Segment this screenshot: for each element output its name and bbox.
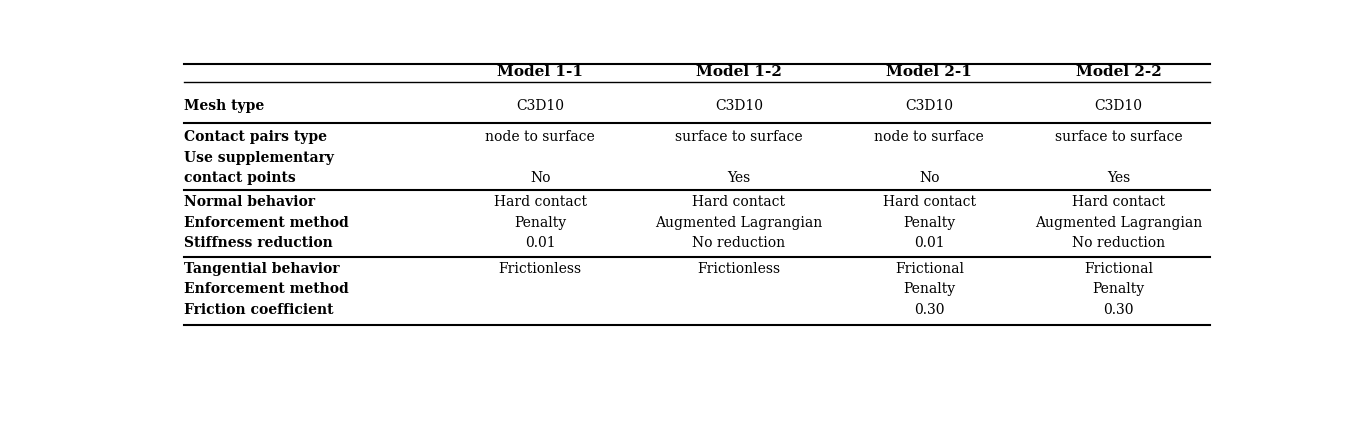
Text: Enforcement method: Enforcement method	[185, 215, 350, 230]
Text: Contact pairs type: Contact pairs type	[185, 130, 328, 144]
Text: Penalty: Penalty	[514, 215, 566, 230]
Text: Penalty: Penalty	[903, 282, 956, 296]
Text: Yes: Yes	[728, 171, 751, 185]
Text: Stiffness reduction: Stiffness reduction	[185, 236, 333, 250]
Text: Frictionless: Frictionless	[498, 262, 582, 276]
Text: Yes: Yes	[1107, 171, 1130, 185]
Text: 0.30: 0.30	[914, 303, 945, 317]
Text: contact points: contact points	[185, 171, 296, 185]
Text: Model 2-1: Model 2-1	[887, 65, 972, 79]
Text: Use supplementary: Use supplementary	[185, 151, 335, 165]
Text: 0.01: 0.01	[525, 236, 555, 250]
Text: C3D10: C3D10	[1095, 99, 1142, 113]
Text: Penalty: Penalty	[903, 215, 956, 230]
Text: C3D10: C3D10	[516, 99, 564, 113]
Text: No: No	[531, 171, 551, 185]
Text: surface to surface: surface to surface	[1054, 130, 1183, 144]
Text: Model 1-2: Model 1-2	[697, 65, 782, 79]
Text: No reduction: No reduction	[693, 236, 786, 250]
Text: node to surface: node to surface	[485, 130, 595, 144]
Text: Friction coefficient: Friction coefficient	[185, 303, 333, 317]
Text: No reduction: No reduction	[1072, 236, 1165, 250]
Text: Hard contact: Hard contact	[693, 195, 786, 209]
Text: Frictional: Frictional	[1084, 262, 1153, 276]
Text: Mesh type: Mesh type	[185, 99, 265, 113]
Text: C3D10: C3D10	[716, 99, 763, 113]
Text: Hard contact: Hard contact	[494, 195, 587, 209]
Text: Hard contact: Hard contact	[1072, 195, 1165, 209]
Text: Enforcement method: Enforcement method	[185, 282, 350, 296]
Text: Tangential behavior: Tangential behavior	[185, 262, 340, 276]
Text: Model 1-1: Model 1-1	[497, 65, 583, 79]
Text: Frictionless: Frictionless	[698, 262, 780, 276]
Text: Frictional: Frictional	[895, 262, 964, 276]
Text: Augmented Lagrangian: Augmented Lagrangian	[1035, 215, 1203, 230]
Text: surface to surface: surface to surface	[675, 130, 803, 144]
Text: Penalty: Penalty	[1092, 282, 1145, 296]
Text: 0.30: 0.30	[1103, 303, 1134, 317]
Text: No: No	[919, 171, 940, 185]
Text: Model 2-2: Model 2-2	[1076, 65, 1161, 79]
Text: Hard contact: Hard contact	[883, 195, 976, 209]
Text: Augmented Lagrangian: Augmented Lagrangian	[655, 215, 822, 230]
Text: Normal behavior: Normal behavior	[185, 195, 316, 209]
Text: C3D10: C3D10	[906, 99, 953, 113]
Text: node to surface: node to surface	[875, 130, 984, 144]
Text: 0.01: 0.01	[914, 236, 945, 250]
